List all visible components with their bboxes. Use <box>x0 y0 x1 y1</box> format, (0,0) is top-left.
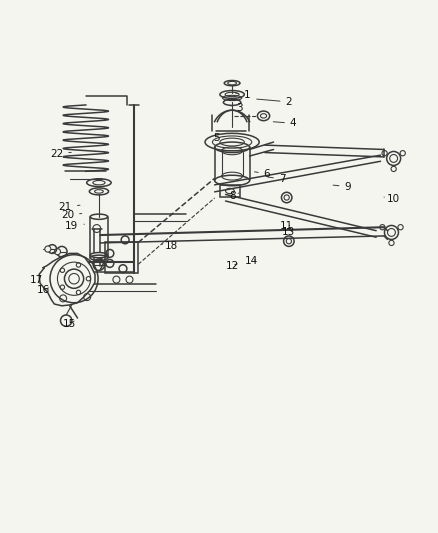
Text: 20: 20 <box>61 210 82 220</box>
Text: 16: 16 <box>37 285 50 295</box>
Text: 15: 15 <box>63 319 76 329</box>
Text: 12: 12 <box>226 261 239 271</box>
Text: 10: 10 <box>384 194 400 204</box>
Text: 18: 18 <box>162 240 178 251</box>
Bar <box>106 243 138 273</box>
Text: 4: 4 <box>273 118 297 128</box>
Text: 17: 17 <box>30 274 43 285</box>
Text: 1: 1 <box>236 90 251 100</box>
Ellipse shape <box>90 253 108 258</box>
Text: 14: 14 <box>245 256 258 266</box>
Text: 6: 6 <box>254 169 270 179</box>
Text: 21: 21 <box>59 201 80 212</box>
Bar <box>220 185 240 197</box>
Text: 9: 9 <box>333 182 351 191</box>
Text: 19: 19 <box>65 221 85 231</box>
Text: 13: 13 <box>282 228 296 237</box>
Text: 11: 11 <box>280 221 293 231</box>
Polygon shape <box>39 253 95 306</box>
Text: 3: 3 <box>230 103 243 114</box>
Text: 22: 22 <box>50 149 71 159</box>
Text: 8: 8 <box>229 191 239 201</box>
Circle shape <box>54 248 60 255</box>
Circle shape <box>45 246 51 252</box>
Text: 5: 5 <box>213 133 223 143</box>
Text: 7: 7 <box>268 174 286 184</box>
Text: 2: 2 <box>257 97 292 107</box>
